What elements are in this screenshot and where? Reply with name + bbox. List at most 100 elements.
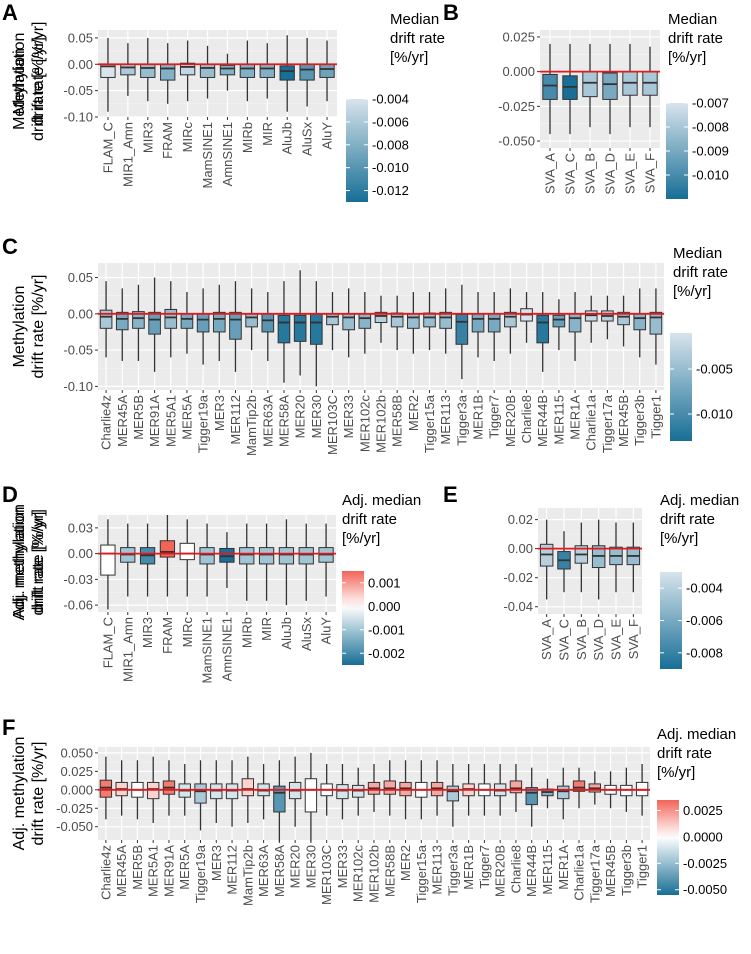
x-tick-label: MER58B — [390, 395, 405, 447]
legend-title-line: Median — [390, 11, 439, 28]
box-body — [164, 308, 178, 329]
box-body — [617, 311, 630, 326]
legend-tick-label: 0.000 — [368, 599, 401, 614]
x-tick-label: MER5B — [131, 395, 146, 440]
x-tick-label: MER45A — [115, 395, 130, 447]
box-body — [342, 313, 355, 331]
plot-background — [98, 30, 337, 117]
box-body — [446, 785, 460, 802]
x-tick-label: AluY — [320, 122, 335, 150]
x-tick-label: MER5A — [179, 395, 194, 440]
box-body — [572, 780, 586, 792]
legend-title-line: [%/yr] — [390, 49, 428, 66]
legend-title-line: [%/yr] — [673, 283, 711, 300]
legend-tick-label: -0.007 — [692, 96, 729, 111]
legend-title: Median drift rate [%/yr] — [673, 245, 728, 300]
legend-colorbar — [346, 99, 368, 202]
x-tick-label: MER63A — [256, 845, 271, 897]
y-tick-label: -0.025 — [498, 99, 535, 114]
y-axis-title-line: drift rate [%/yr] — [30, 274, 47, 378]
box-body — [212, 311, 226, 333]
box-body — [258, 547, 275, 565]
x-tick-label: MER112 — [225, 845, 240, 895]
box-body — [160, 63, 176, 81]
box-body — [239, 547, 255, 565]
box-charlie4z — [99, 281, 113, 358]
y-axis-title: Methylation drift rate [%/yr] — [11, 274, 47, 378]
box-tigger3a — [455, 284, 469, 380]
x-tick-label: AmnSINE1 — [220, 122, 235, 186]
y-tick-label: 0.03 — [68, 520, 93, 535]
box-body — [179, 542, 195, 561]
y-tick-label: -0.10 — [63, 379, 93, 394]
box-body — [180, 313, 194, 329]
box-mer30 — [309, 281, 323, 387]
legend-tick-label: -0.010 — [696, 407, 733, 422]
x-tick-label: MER20 — [293, 395, 308, 438]
x-tick-label: Tigger7 — [487, 395, 502, 439]
y-tick-label: -0.04 — [503, 599, 533, 614]
legend-title-line: [%/yr] — [342, 530, 380, 547]
box-sva-c — [557, 531, 571, 593]
x-tick-label: MIR3 — [140, 617, 155, 648]
x-tick-label: MER45B — [603, 845, 618, 897]
x-tick-label: MER3 — [209, 845, 224, 881]
legend-tick-label: -0.008 — [686, 645, 723, 660]
box-body — [229, 311, 242, 340]
x-tick-label: MER63A — [260, 395, 275, 447]
y-tick-label: 0.000 — [60, 782, 93, 797]
y-axis-title-line: Adj. methylation — [11, 507, 28, 621]
box-body — [99, 779, 113, 798]
x-tick-label: MER33 — [341, 395, 356, 438]
box-body — [602, 72, 618, 100]
box-body — [582, 71, 598, 98]
box-tigger19a — [194, 760, 207, 831]
box-body — [120, 63, 136, 76]
box-body — [319, 63, 335, 78]
x-tick-label: MIRc — [180, 617, 195, 648]
x-tick-label: MER5A1 — [146, 845, 161, 897]
legend-title-line: Median — [668, 11, 717, 28]
legend-title: Median drift rate [%/yr] — [668, 11, 723, 66]
legend-tick-label: -0.010 — [372, 160, 409, 175]
y-axis-title-line: drift rate [%/yr] — [30, 741, 47, 845]
x-tick-label: SVA_C — [563, 153, 578, 195]
y-axis-title: Adj. methylation drift rate [%/yr] — [11, 737, 47, 851]
box-body — [568, 313, 582, 333]
y-tick-label: -0.05 — [63, 343, 93, 358]
x-tick-label: SVA_B — [583, 153, 598, 194]
box-mamsine1 — [199, 45, 216, 99]
panel-b: B 0.025 0.000 -0.025 -0.050 SVA_A SVA_C SVA_B SV… — [11, 0, 729, 199]
x-tick-label: MIR — [259, 617, 274, 641]
box-alusx — [299, 37, 315, 107]
y-axis-title: Methylation drift rate [%/yr] — [11, 37, 47, 141]
box-mer3 — [212, 284, 226, 361]
box-alujb — [279, 35, 295, 112]
box-mer63a — [261, 292, 275, 361]
box-mer91a — [148, 277, 161, 372]
box-body — [423, 312, 436, 328]
y-axis-title-line: drift rate [%/yr] — [30, 21, 47, 125]
box-body — [259, 63, 275, 78]
legend-title-line: drift rate — [342, 511, 397, 528]
x-tick-label: Tigger19a — [196, 394, 211, 453]
x-tick-label: MER102b — [367, 845, 382, 903]
box-body — [199, 547, 215, 565]
box-mer102b — [367, 763, 381, 812]
box-body — [542, 73, 558, 100]
box-charlie8 — [509, 763, 523, 812]
box-sva-d — [602, 43, 618, 135]
legend-colorbar — [670, 333, 692, 441]
x-tick-label: MIR — [260, 122, 275, 146]
y-tick-label: 0.000 — [502, 64, 535, 79]
y-tick-label: -0.03 — [63, 572, 93, 587]
box-body — [304, 778, 318, 813]
box-mir1-amn — [120, 523, 136, 597]
x-tick-label: MER102b — [374, 395, 389, 453]
legend-title-line: Adj. median — [660, 492, 739, 509]
x-tick-label: SVA_D — [591, 619, 606, 661]
x-tick-label: MER1B — [461, 845, 476, 890]
y-tick-label: 0.02 — [508, 512, 533, 527]
x-tick-label: Tigger3b — [619, 845, 634, 896]
